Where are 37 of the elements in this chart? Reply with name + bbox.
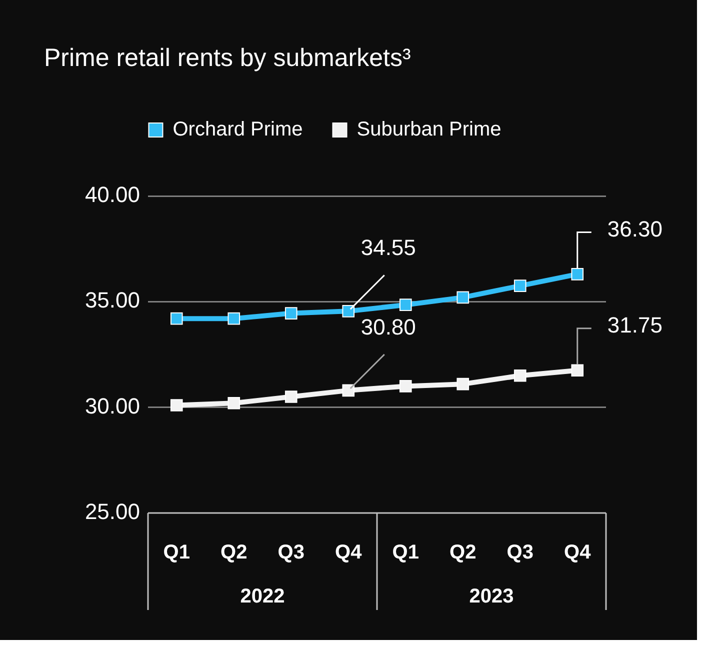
data-label: 31.75	[607, 312, 662, 338]
point	[571, 268, 584, 280]
point	[228, 396, 240, 410]
point	[342, 384, 355, 397]
point	[228, 312, 240, 325]
point	[284, 307, 298, 320]
y-tick-label: 30.00	[84, 393, 140, 418]
y-tick-label: 25.00	[84, 499, 140, 524]
text: 2023	[469, 586, 514, 608]
data-label: 34.55	[360, 235, 416, 260]
point	[170, 399, 183, 412]
point	[284, 390, 298, 403]
point	[514, 369, 526, 382]
legend-label: Suburban Prime	[356, 118, 502, 141]
point	[514, 280, 526, 292]
legend-label: Orchard Prime	[172, 118, 303, 141]
data-label: 36.30	[607, 216, 662, 242]
point	[456, 378, 470, 390]
y-tick-label: 35.00	[84, 288, 140, 313]
point	[571, 364, 584, 377]
data-label: 30.80	[360, 314, 416, 340]
x-tick-label: Q3	[278, 542, 304, 564]
x-tick-label: Q4	[335, 542, 363, 564]
x-tick-label: Q3	[506, 542, 534, 564]
x-tick-label: Q1	[163, 542, 190, 564]
point	[456, 291, 470, 304]
x-tick-label: Q2	[220, 542, 248, 564]
point	[399, 380, 412, 392]
y-tick-label: 40.00	[84, 182, 140, 208]
point	[342, 305, 355, 318]
point	[399, 298, 412, 311]
x-tick-label: Q1	[392, 542, 419, 564]
point	[170, 312, 183, 325]
chart-title: Prime retail rents by submarkets³	[44, 44, 411, 72]
x-tick-label: Q2	[450, 542, 476, 564]
text: 2022	[240, 586, 285, 608]
x-tick-label: Q4	[564, 542, 592, 564]
